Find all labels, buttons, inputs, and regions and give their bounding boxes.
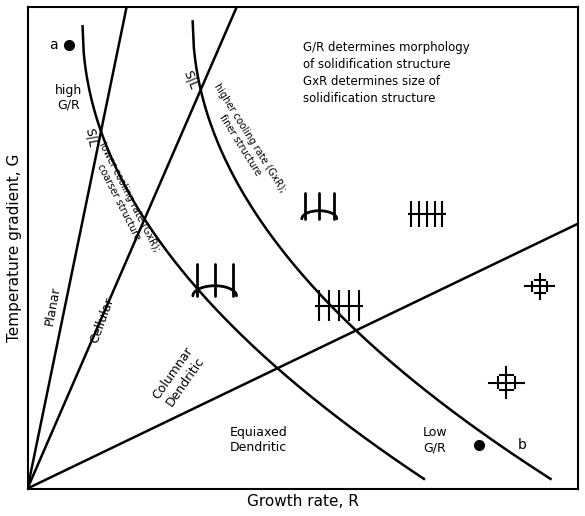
Text: lower cooling rate (GxR);
coarser structure: lower cooling rate (GxR); coarser struct… <box>86 140 161 259</box>
Text: S|L: S|L <box>180 68 199 90</box>
Text: Planar: Planar <box>43 285 62 326</box>
Text: Columnar
Dendritic: Columnar Dendritic <box>150 345 208 411</box>
X-axis label: Growth rate, R: Growth rate, R <box>247 494 359 509</box>
Y-axis label: Temperature gradient, G: Temperature gradient, G <box>7 154 22 342</box>
Text: b: b <box>518 438 526 452</box>
Text: Cellular: Cellular <box>88 295 116 345</box>
Text: G/R determines morphology
of solidification structure
GxR determines size of
sol: G/R determines morphology of solidificat… <box>303 41 470 105</box>
Text: Low
G/R: Low G/R <box>422 426 447 455</box>
Text: S|L: S|L <box>82 126 99 148</box>
Text: Equiaxed
Dendritic: Equiaxed Dendritic <box>230 426 288 455</box>
Text: higher cooling rate (GxR);
finer structure: higher cooling rate (GxR); finer structu… <box>202 82 288 201</box>
Text: a: a <box>49 39 58 53</box>
Text: high
G/R: high G/R <box>55 84 82 112</box>
